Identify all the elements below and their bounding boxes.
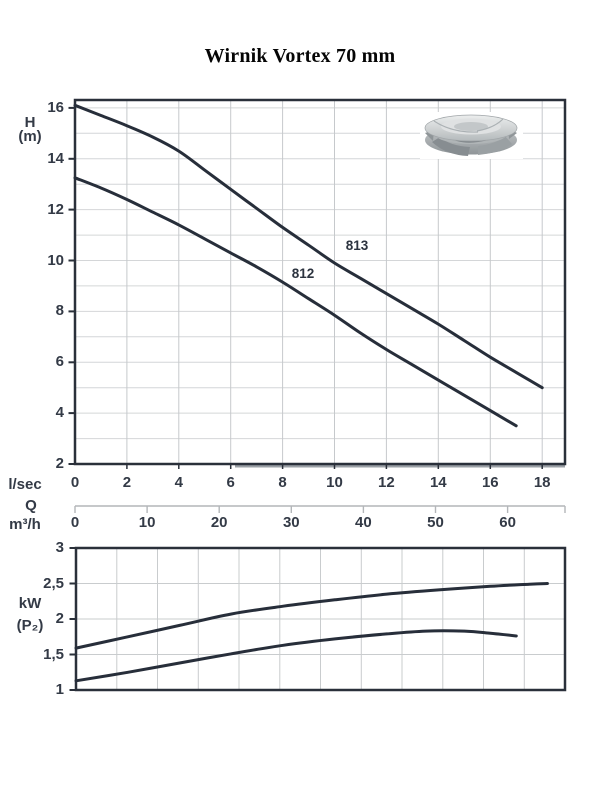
head-ytick-label: 8 xyxy=(55,302,64,320)
page-title: Wirnik Vortex 70 mm xyxy=(204,45,396,67)
head-axis-title-line2: (m) xyxy=(18,128,42,145)
curve-label-812: 812 xyxy=(291,266,315,281)
power-ytick-label: 1 xyxy=(55,681,64,698)
lsec-xtick-label: 12 xyxy=(378,474,395,491)
lsec-xtick-label: 18 xyxy=(533,474,551,491)
power-axis-title-line2: (P₂) xyxy=(16,617,44,634)
impeller-blade-gap xyxy=(432,137,470,156)
head-ytick-label: 14 xyxy=(47,149,64,167)
m3h-xtick-label: 40 xyxy=(355,514,372,531)
head-ytick-label: 2 xyxy=(55,455,64,472)
impeller-top-cut xyxy=(433,120,479,133)
head-ytick-label: 12 xyxy=(47,200,64,218)
head-axis-title-line1: H xyxy=(24,114,36,131)
head-ytick-label: 4 xyxy=(55,404,64,422)
lsec-xtick-label: 10 xyxy=(326,474,343,491)
lsec-xtick-label: 4 xyxy=(174,474,183,491)
power-axis-title-line1: kW xyxy=(18,595,42,612)
head-curve-813 xyxy=(73,103,544,390)
curve-label-813: 813 xyxy=(345,238,369,253)
power-ytick-label: 2,5 xyxy=(43,574,64,592)
impeller-hub xyxy=(454,122,488,131)
impeller-image xyxy=(420,112,523,159)
m3h-xtick-label: 10 xyxy=(138,514,156,531)
lsec-xtick-label: 16 xyxy=(481,474,499,491)
power-curve-813 xyxy=(74,582,549,650)
lsec-xtick-label: 8 xyxy=(278,474,287,491)
impeller-top-cut xyxy=(476,118,504,132)
power-ytick-label: 1,5 xyxy=(43,645,64,663)
m3h-xtick-label: 30 xyxy=(282,514,300,531)
power-axis-title: kW (P₂) xyxy=(8,595,52,634)
charts-render-layer xyxy=(68,98,567,692)
lsec-xtick-label: 14 xyxy=(429,474,447,491)
head-ytick-label: 6 xyxy=(55,353,64,371)
flow-unit-m3h-label: m³/h xyxy=(9,516,41,533)
impeller-blade-gap xyxy=(478,136,512,155)
power-ytick-label: 3 xyxy=(55,539,64,556)
lsec-xtick-label: 0 xyxy=(70,474,80,491)
power-curve-812 xyxy=(74,629,518,683)
m3h-xtick-label: 60 xyxy=(499,514,516,531)
m3h-xtick-label: 0 xyxy=(70,514,80,531)
head-axis-title: H (m) xyxy=(8,114,52,145)
lsec-xtick-label: 6 xyxy=(226,474,235,491)
head-chart-frame xyxy=(73,98,567,466)
m3h-xtick-label: 20 xyxy=(210,514,228,531)
head-ytick-label: 16 xyxy=(47,98,64,116)
head-curve-812 xyxy=(73,176,518,428)
flow-unit-lsec-label: l/sec xyxy=(8,476,42,493)
flow-symbol-q-label: Q xyxy=(25,497,37,514)
head-ytick-label: 10 xyxy=(47,251,64,269)
power-ytick-label: 2 xyxy=(55,610,64,627)
lsec-xtick-label: 2 xyxy=(122,474,132,491)
m3h-xtick-label: 50 xyxy=(427,514,444,531)
